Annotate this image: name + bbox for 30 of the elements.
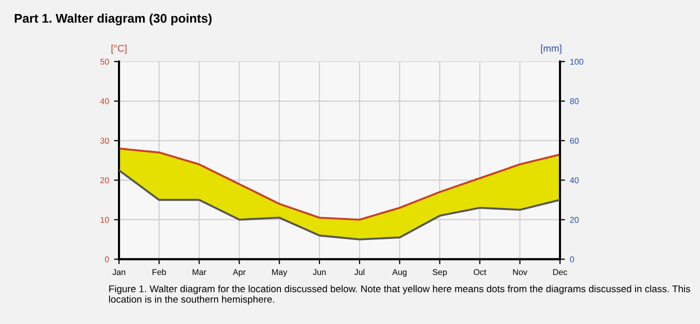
x-tick-label: Oct — [474, 269, 486, 276]
x-tick-label: May — [272, 269, 288, 277]
y2-tick-label: 40 — [570, 177, 579, 184]
y-tick-label: 30 — [100, 138, 109, 144]
y-tick-label: 20 — [100, 177, 109, 184]
chart-title: Part 1. Walter diagram (30 points) — [14, 14, 212, 26]
x-tick-label: Jan — [112, 269, 126, 276]
x-tick-label: Jul — [354, 268, 364, 276]
y2-tick-label: 100 — [570, 58, 584, 65]
x-tick-label: Sep — [432, 269, 447, 277]
x-tick-label: Mar — [192, 269, 206, 276]
y-axis-title: [°C] — [112, 44, 126, 54]
y2-tick-label: 20 — [570, 216, 579, 223]
y2-axis-title: [mm] — [541, 44, 562, 54]
y2-tick-label: 0 — [570, 256, 574, 262]
x-tick-label: Feb — [152, 268, 166, 276]
x-tick-label: Jun — [312, 269, 326, 276]
y-tick-label: 40 — [100, 98, 109, 104]
y-tick-label: 50 — [100, 58, 109, 65]
x-tick-label: Nov — [513, 269, 528, 276]
caption: Figure 1. Walter diagram for the location discussed below. Note that yellow here means dots from the diagrams discussed in class. This location is in the southern hemisphere. — [109, 285, 690, 305]
x-tick-label: Dec — [553, 269, 568, 276]
y2-tick-label: 60 — [570, 138, 579, 144]
x-tick-label: Apr — [232, 269, 246, 277]
line-series — [119, 169, 560, 240]
y2-tick-label: 80 — [570, 98, 579, 104]
y-tick-label: 10 — [100, 216, 109, 223]
line-series — [119, 148, 560, 221]
y-tick-label: 0 — [104, 256, 109, 262]
x-tick-label: Aug — [392, 269, 407, 277]
